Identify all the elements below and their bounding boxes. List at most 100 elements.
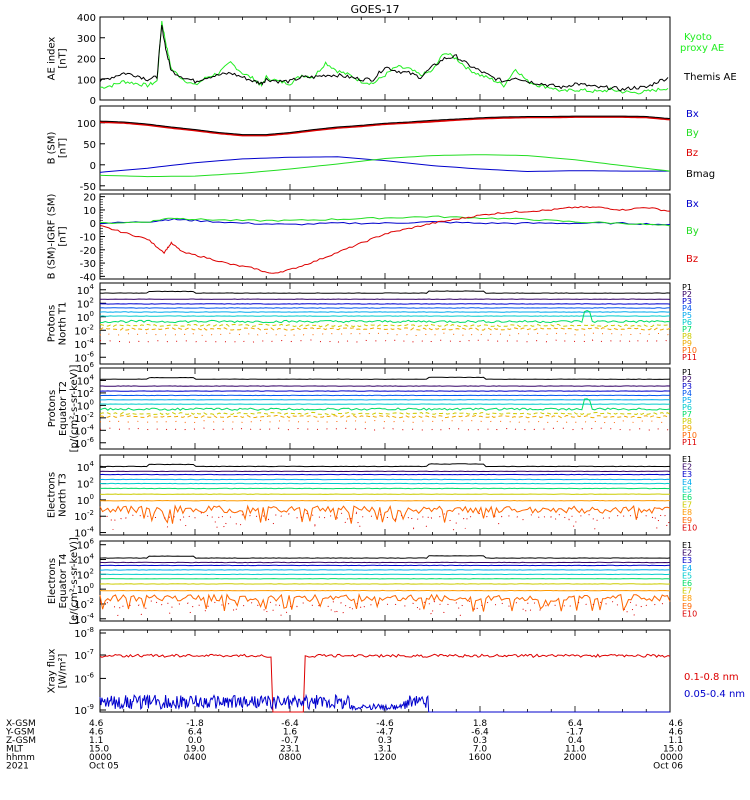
legend-e10: E10 (682, 523, 697, 532)
y-tick-base: 10 (77, 313, 90, 324)
series-bx (99, 218, 671, 226)
series-e1 (99, 463, 671, 468)
legend-bx: Bx (686, 199, 699, 210)
y-tick-base: 10 (77, 364, 90, 375)
panel-pe: Protons Equator T2 [p/(cm²-s-sr-keV)]10610… (47, 361, 697, 452)
y-tick-base: 10 (77, 585, 90, 596)
legend-p9: P9 (682, 424, 692, 433)
y-tick-exponent: -4 (87, 337, 95, 345)
y-tick-label: 0 (90, 219, 96, 230)
orbit-value: 3.1 (378, 745, 392, 755)
series-e9 (99, 593, 671, 612)
y-tick-base: 10 (77, 299, 90, 310)
orbit-value: -4.7 (376, 728, 394, 738)
y-tick-base: 10 (77, 463, 90, 474)
legend-p2: P2 (682, 375, 692, 384)
orbit-value: -1.7 (566, 728, 584, 738)
legend-e2: E2 (682, 549, 692, 558)
orbit-value: -6.4 (281, 719, 299, 729)
legend-e3: E3 (682, 556, 692, 565)
y-axis-label: [W/m²] (58, 653, 69, 688)
orbit-value: 0000 (660, 753, 683, 763)
orbit-value: 15.0 (663, 745, 683, 755)
orbit-value: 1.1 (89, 736, 103, 746)
y-tick-base: 10 (77, 570, 90, 581)
pn-frame (99, 282, 671, 365)
y-tick-base: 10 (77, 496, 90, 507)
y-tick-label: 106 (77, 361, 95, 375)
figure-title: GOES-17 (350, 3, 399, 16)
panel-dbx: B (SM)-IGRF (SM) [nT] 20 10 0 -10 -20 -30 -40 Bx B… (47, 193, 699, 284)
legend-p1: P1 (682, 283, 692, 292)
y-tick-label: 100 (77, 310, 94, 324)
y-tick-exponent: 0 (90, 310, 94, 318)
legend-0-1-0-8-nm: 0.1-0.8 nm (684, 672, 739, 683)
y-tick-label: 100 (77, 493, 94, 507)
legend-proxy-ae: proxy AE (680, 43, 724, 54)
b-frame (99, 105, 671, 191)
y-tick-exponent: -6 (87, 671, 95, 679)
legend-p6: P6 (682, 403, 692, 412)
orbit-value: 1.6 (283, 728, 298, 738)
orbit-value: 23.1 (280, 745, 300, 755)
y-axis-label: North T3 (58, 473, 69, 517)
y-tick-exponent: 6 (90, 361, 95, 369)
y-tick-label: 10-4 (74, 526, 94, 540)
series-bmag (99, 115, 671, 136)
orbit-value: 0000 (89, 753, 112, 763)
y-tick-label: 102 (77, 386, 94, 400)
y-tick-base: 10 (74, 414, 87, 425)
series-themis-ae (99, 24, 669, 92)
y-tick-label: -30 (80, 259, 96, 270)
y-tick-base: 10 (77, 541, 90, 552)
legend-p10: P10 (682, 346, 697, 355)
y-tick-base: 10 (77, 389, 90, 400)
orbit-value: -1.8 (186, 719, 204, 729)
orbit-label-hhmm: hhmm (6, 753, 35, 763)
y-tick-base: 10 (77, 556, 90, 567)
legend-e5: E5 (682, 571, 692, 580)
y-axis-label: B (SM) (47, 131, 58, 164)
y-tick-label: 100 (77, 398, 94, 412)
orbit-value: Oct 05 (89, 762, 119, 772)
y-axis-label: Equator T4 (58, 554, 69, 609)
y-axis-label: Protons (47, 305, 58, 342)
orbit-value: 4.6 (89, 719, 104, 729)
orbit-value: 4.6 (669, 728, 684, 738)
y-tick-base: 10 (74, 326, 87, 337)
orbit-value: 1.8 (473, 719, 488, 729)
y-tick-label: 10-2 (74, 509, 94, 523)
y-tick-exponent: 0 (90, 398, 94, 406)
y-tick-exponent: 4 (90, 283, 95, 291)
orbit-value: 6.4 (188, 728, 203, 738)
series-by (99, 154, 671, 178)
orbit-label-z-gsm: Z-GSM (6, 736, 36, 746)
y-tick-exponent: -8 (87, 626, 94, 634)
legend-p2: P2 (682, 290, 692, 299)
y-tick-base: 10 (74, 615, 87, 626)
y-tick-label: 10-8 (74, 626, 94, 640)
y-tick-base: 10 (74, 651, 87, 662)
legend-themis-ae: Themis AE (683, 72, 737, 83)
y-axis-label: [nT] (58, 138, 69, 158)
legend-bx: Bx (686, 109, 699, 120)
y-tick-exponent: -4 (87, 423, 95, 431)
orbit-value: 0.3 (378, 736, 392, 746)
series-bz (99, 115, 671, 137)
y-tick-exponent: -2 (87, 323, 94, 331)
orbit-value: 0.3 (473, 736, 487, 746)
series-kyoto-proxy-ae (99, 20, 669, 95)
series-e10 (99, 511, 671, 532)
series-e1 (99, 555, 671, 559)
y-tick-label: -10 (80, 233, 96, 244)
y-tick-base: 10 (74, 439, 87, 450)
y-tick-base: 10 (74, 529, 87, 540)
legend-e4: E4 (682, 478, 692, 487)
series-p9 (100, 414, 671, 419)
y-axis-label: North T1 (58, 302, 69, 346)
y-tick-label: 100 (77, 119, 96, 130)
y-tick-label: 102 (77, 567, 94, 581)
y-axis-label: Equator T2 (58, 381, 69, 436)
y-tick-exponent: -2 (87, 509, 94, 517)
